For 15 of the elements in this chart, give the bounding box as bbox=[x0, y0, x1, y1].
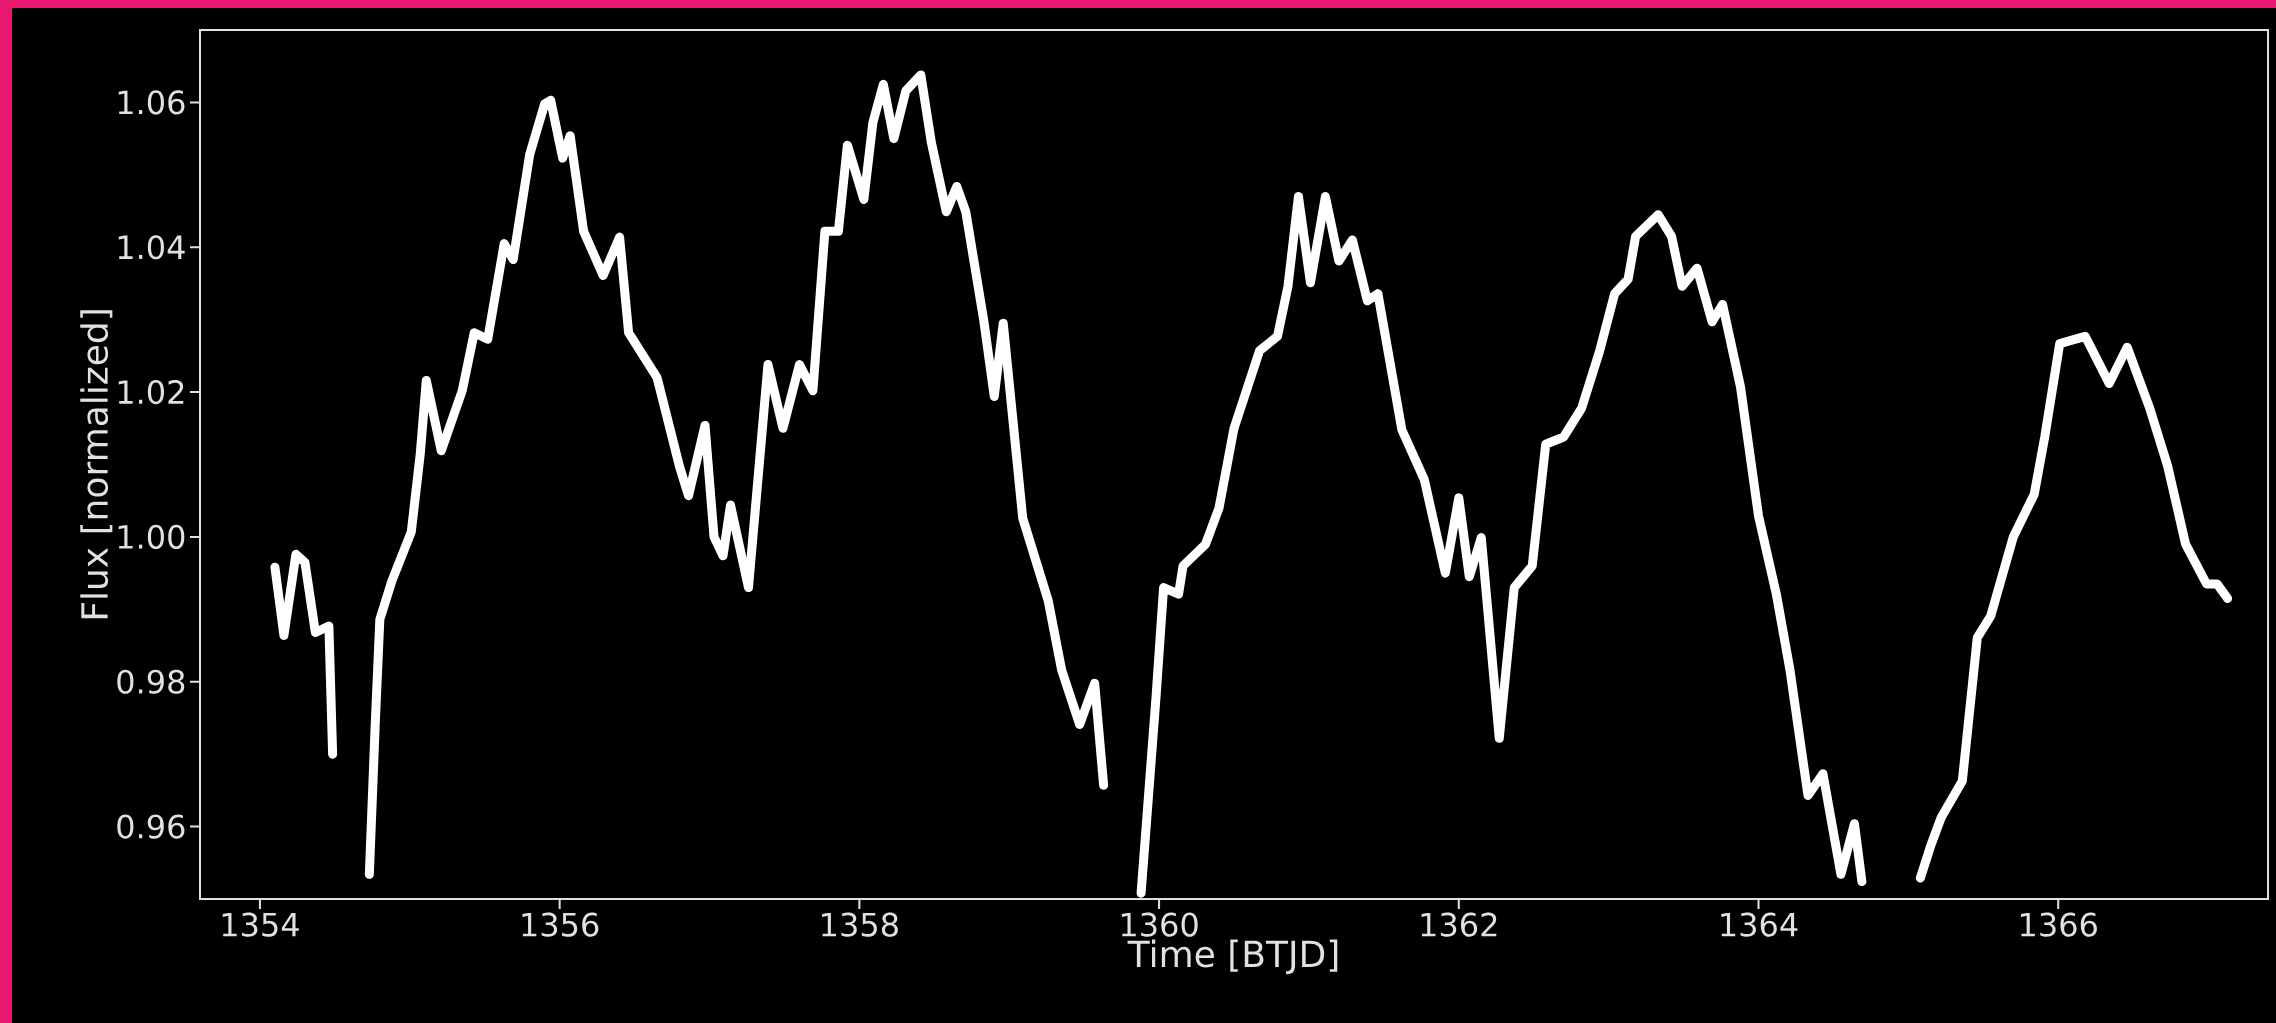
y-tick-label: 1.04 bbox=[118, 235, 185, 260]
y-axis-title: Flux [normalized] bbox=[80, 310, 113, 619]
x-tick-label: 1364 bbox=[1721, 912, 1798, 937]
y-tick-label: 0.96 bbox=[117, 814, 185, 839]
x-tick-label: 1356 bbox=[522, 912, 599, 937]
x-tick-label: 1360 bbox=[1121, 912, 1198, 937]
x-tick-label: 1354 bbox=[222, 912, 299, 937]
x-tick-label: 1362 bbox=[1421, 912, 1497, 937]
y-tick-label: 1.02 bbox=[118, 379, 184, 405]
y-tick-label: 1.06 bbox=[118, 90, 185, 115]
x-tick-label: 1358 bbox=[822, 912, 898, 937]
y-tick-label: 1.00 bbox=[118, 524, 185, 550]
y-tick-label: 0.98 bbox=[117, 669, 185, 694]
x-axis-title: Time [BTJD] bbox=[1127, 939, 1338, 975]
x-tick-label: 1366 bbox=[2021, 912, 2097, 937]
